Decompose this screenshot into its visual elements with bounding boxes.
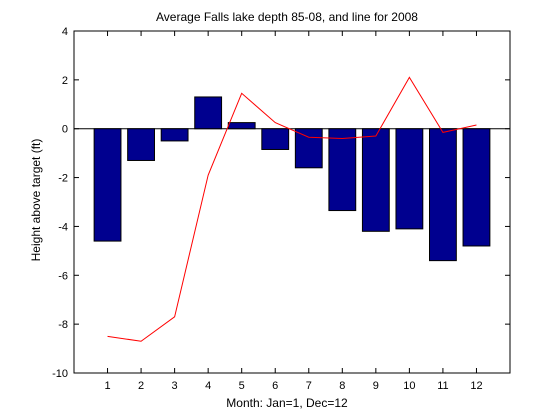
bar-month-12: [462, 128, 491, 247]
y-tick-label-0: 0: [62, 124, 68, 136]
y-tick-label--8: -8: [58, 319, 68, 331]
bar-month-6: [261, 128, 290, 150]
bar-month-2: [127, 128, 155, 161]
bar-month-8: [328, 128, 357, 212]
bar-month-1: [93, 128, 122, 242]
bar-month-9: [361, 128, 390, 232]
bar-month-10: [395, 128, 424, 230]
bar-month-11: [429, 128, 457, 262]
x-tick-label-3: 3: [172, 380, 178, 392]
x-tick-label-4: 4: [205, 380, 211, 392]
y-tick-label-2: 2: [62, 75, 68, 87]
x-tick-label-1: 1: [104, 380, 110, 392]
bar-month-4: [194, 96, 223, 130]
x-tick-label-9: 9: [373, 380, 379, 392]
x-tick-label-11: 11: [437, 380, 448, 392]
x-axis-label: Month: Jan=1, Dec=12: [226, 396, 348, 410]
x-tick-label-10: 10: [403, 380, 415, 392]
x-tick-label-5: 5: [239, 380, 245, 392]
y-tick-label--6: -6: [58, 270, 68, 282]
y-axis-label: Height above target (ft): [29, 139, 43, 262]
x-tick-label-2: 2: [138, 380, 144, 392]
y-tick-label--4: -4: [58, 221, 68, 233]
y-tick-label--10: -10: [52, 368, 68, 380]
x-tick-label-6: 6: [272, 380, 278, 392]
plot-frame: [73, 30, 511, 374]
y-tick-label-4: 4: [62, 26, 68, 38]
bar-month-7: [294, 128, 323, 169]
chart-title: Average Falls lake depth 85-08, and line…: [156, 10, 418, 24]
x-tick-label-8: 8: [339, 380, 345, 392]
x-tick-label-7: 7: [306, 380, 312, 392]
line-2008: [107, 76, 477, 342]
bar-month-3: [160, 128, 189, 142]
line-layer: [107, 76, 477, 342]
bars-layer: [93, 96, 491, 262]
bar-month-5: [227, 122, 256, 130]
x-tick-label-12: 12: [470, 380, 482, 392]
y-tick-label--2: -2: [58, 173, 68, 185]
